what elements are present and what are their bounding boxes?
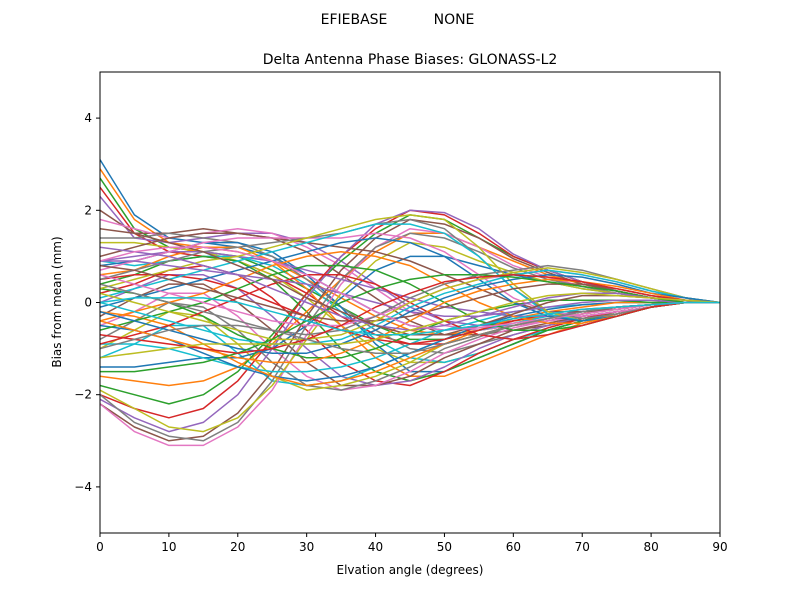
x-tick-label: 50 <box>437 540 452 554</box>
y-tick-label: 2 <box>84 203 92 217</box>
x-tick-label: 90 <box>712 540 727 554</box>
y-tick-label: 4 <box>84 111 92 125</box>
x-tick-label: 30 <box>299 540 314 554</box>
y-tick-label: −2 <box>74 388 92 402</box>
x-tick-label: 70 <box>575 540 590 554</box>
x-tick-label: 0 <box>96 540 104 554</box>
header-right-text: NONE <box>434 12 475 28</box>
x-tick-label: 60 <box>506 540 521 554</box>
series-line <box>100 232 720 318</box>
x-tick-label: 40 <box>368 540 383 554</box>
x-tick-label: 10 <box>161 540 176 554</box>
series-line <box>100 269 720 345</box>
series-line <box>100 267 720 341</box>
series-line <box>100 274 720 373</box>
chart-title: Delta Antenna Phase Biases: GLONASS-L2 <box>263 52 558 68</box>
x-tick-label: 80 <box>643 540 658 554</box>
series-line <box>100 297 720 336</box>
y-tick-label: −4 <box>74 480 92 494</box>
y-tick-label: 0 <box>84 296 92 310</box>
x-axis: 0 10 20 30 40 50 60 70 80 90 <box>96 533 728 554</box>
series-line <box>100 246 720 331</box>
series-line <box>100 274 720 354</box>
y-axis-label: Bias from mean (mm) <box>50 236 64 367</box>
header-left-text: EFIEBASE <box>321 12 388 28</box>
figure-header: EFIEBASE NONE <box>321 12 475 28</box>
series-line <box>100 278 720 364</box>
x-axis-label: Elvation angle (degrees) <box>337 563 484 577</box>
series-line <box>100 274 720 354</box>
series-layer <box>100 159 720 447</box>
series-line <box>100 292 720 359</box>
x-tick-label: 20 <box>230 540 245 554</box>
y-axis: −4 −2 0 2 4 <box>74 111 100 494</box>
